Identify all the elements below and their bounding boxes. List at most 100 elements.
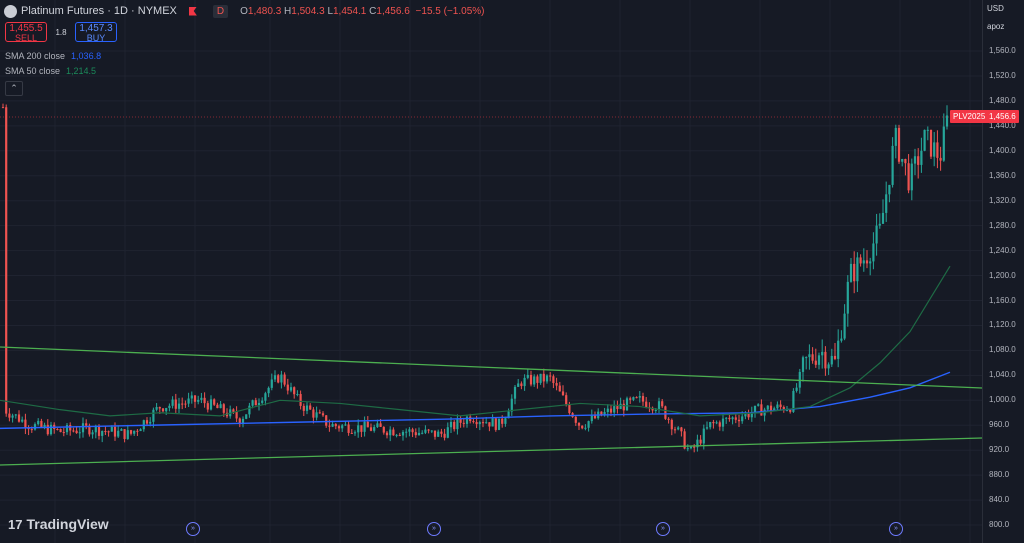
candle-body xyxy=(485,422,488,424)
candle-body xyxy=(56,428,59,430)
collapse-legend-button[interactable]: ⌃ xyxy=(5,81,23,96)
candle-body xyxy=(449,421,453,428)
price-axis-tick: 1,440.0 xyxy=(989,120,1016,130)
candle-body xyxy=(667,418,670,420)
candle-body xyxy=(510,398,513,412)
candle-body xyxy=(405,431,408,433)
candle-body xyxy=(85,423,88,426)
upper-trendline xyxy=(0,346,983,389)
symbol-title[interactable]: Platinum Futures · 1D · NYMEX xyxy=(21,5,177,17)
price-axis[interactable] xyxy=(982,0,1024,543)
candle-body xyxy=(245,414,248,419)
candle-body xyxy=(673,429,677,431)
candle-body xyxy=(133,430,136,434)
candle-body xyxy=(113,426,117,437)
candle-body xyxy=(136,430,139,432)
candle-body xyxy=(37,420,40,425)
candle-body xyxy=(558,385,561,392)
candle-body xyxy=(520,383,523,387)
candle-body xyxy=(929,129,933,157)
candle-body xyxy=(645,401,648,408)
candle-body xyxy=(651,407,654,411)
candle-body xyxy=(149,421,152,424)
goto-event-icon[interactable]: » xyxy=(427,522,441,536)
price-axis-tick: 1,240.0 xyxy=(989,245,1016,255)
candle-body xyxy=(363,421,366,432)
candle-body xyxy=(878,223,881,226)
tradingview-logo[interactable]: 17 TradingView xyxy=(8,516,109,532)
flag-icon[interactable] xyxy=(188,6,197,16)
candle-body xyxy=(110,426,113,432)
candle-body xyxy=(785,409,789,411)
candle-body xyxy=(891,145,894,185)
goto-event-icon[interactable]: » xyxy=(656,522,670,536)
candle-body xyxy=(81,423,85,433)
candle-body xyxy=(577,422,581,426)
candle-body xyxy=(161,408,165,412)
candle-body xyxy=(123,429,126,439)
sell-button[interactable]: 1,455.5 SELL xyxy=(5,22,47,43)
candle-body xyxy=(728,417,731,420)
candle-body xyxy=(46,424,49,435)
candle-body xyxy=(97,426,101,436)
candle-body xyxy=(629,398,632,400)
candle-body xyxy=(241,418,245,425)
price-axis-tick: 1,280.0 xyxy=(989,220,1016,230)
currency-selector[interactable]: USD xyxy=(987,4,1004,13)
candle-body xyxy=(421,432,424,434)
candle-body xyxy=(843,313,846,339)
candle-body xyxy=(827,364,830,369)
goto-event-icon[interactable]: » xyxy=(186,522,200,536)
candle-body xyxy=(686,448,689,450)
candle-body xyxy=(299,394,302,406)
candle-body xyxy=(315,412,318,418)
candle-body xyxy=(24,419,27,428)
candle-body xyxy=(625,398,629,411)
candle-body xyxy=(744,412,747,417)
price-axis-tick: 880.0 xyxy=(989,470,1010,480)
candle-body xyxy=(760,404,763,416)
candle-body xyxy=(606,408,609,413)
candle-body xyxy=(933,142,936,157)
candle-body xyxy=(894,127,897,146)
candle-body xyxy=(107,431,110,433)
candle-body xyxy=(395,434,398,436)
candle-body xyxy=(741,416,744,422)
candle-body xyxy=(78,432,81,434)
candle-body xyxy=(69,425,72,431)
candle-body xyxy=(814,360,817,365)
candle-body xyxy=(171,399,174,406)
candle-body xyxy=(561,391,565,396)
candle-body xyxy=(408,429,411,432)
candle-body xyxy=(305,405,309,411)
candle-body xyxy=(379,423,382,427)
sma50-legend[interactable]: SMA 50 close 1,214.5 xyxy=(5,66,97,76)
candle-body xyxy=(670,419,673,430)
candle-body xyxy=(840,338,843,341)
candle-body xyxy=(197,399,200,402)
candle-body xyxy=(696,439,699,448)
price-axis-tick: 920.0 xyxy=(989,445,1010,455)
candle-body xyxy=(216,404,219,409)
candle-body xyxy=(165,408,168,412)
candle-body xyxy=(40,420,43,428)
price-axis-tick: 800.0 xyxy=(989,520,1010,530)
candle-body xyxy=(184,403,187,405)
candle-body xyxy=(664,406,667,419)
candle-body xyxy=(712,422,715,424)
buy-button[interactable]: 1,457.3 BUY xyxy=(75,22,117,43)
candle-body xyxy=(779,404,782,407)
candle-body xyxy=(88,425,91,435)
scale-mode-label[interactable]: apoz xyxy=(987,22,1005,31)
candle-body xyxy=(773,408,776,412)
candle-body xyxy=(747,412,750,418)
symbol-header[interactable]: Platinum Futures · 1D · NYMEX D O1,480.3… xyxy=(4,3,484,19)
sma200-legend[interactable]: SMA 200 close 1,036.8 xyxy=(5,51,102,61)
candle-body xyxy=(635,397,638,399)
candle-body xyxy=(293,387,296,395)
goto-event-icon[interactable]: » xyxy=(889,522,903,536)
candle-body xyxy=(574,416,577,423)
market-status-badge[interactable]: D xyxy=(212,4,229,18)
candle-body xyxy=(401,432,405,436)
